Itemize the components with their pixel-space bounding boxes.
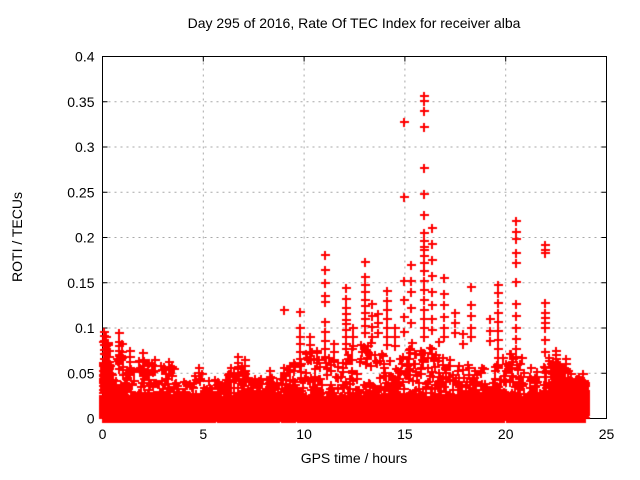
chart-window: 051015202500.050.10.150.20.250.30.350.4 …	[0, 0, 640, 480]
scatter-points-canvas	[0, 0, 640, 480]
